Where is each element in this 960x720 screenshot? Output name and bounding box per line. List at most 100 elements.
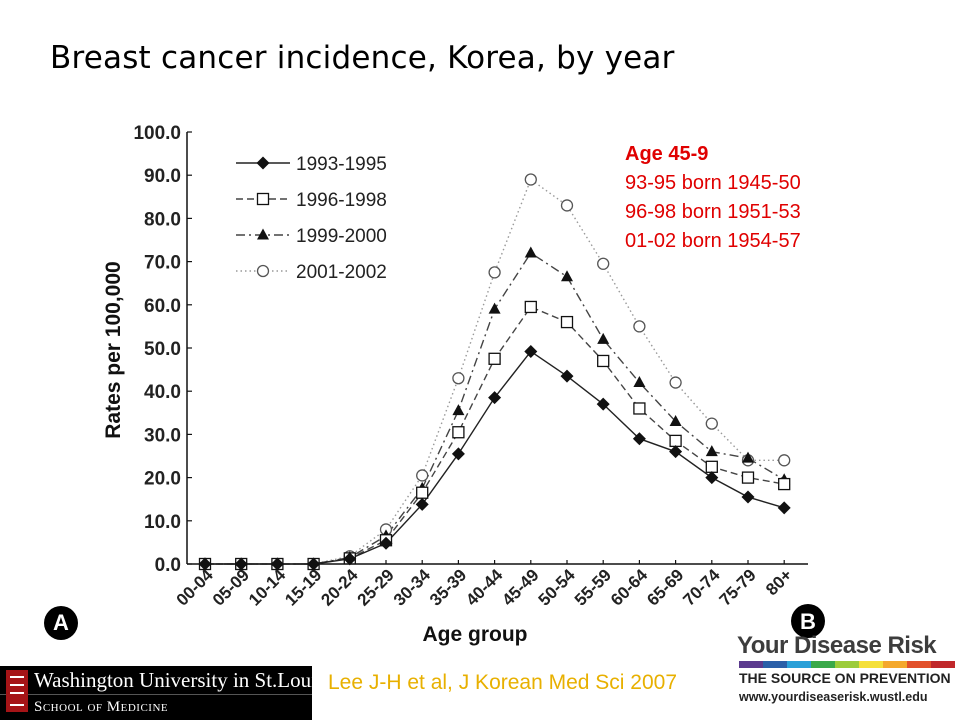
data-point — [524, 173, 537, 186]
y-tick-label: 70.0 — [144, 253, 181, 274]
x-tick-label: 25-29 — [354, 565, 398, 609]
data-point — [198, 557, 212, 571]
x-tick-label: 60-64 — [607, 565, 652, 610]
data-point — [705, 471, 719, 485]
legend-entry: 1999-2000 — [296, 226, 387, 247]
data-point — [597, 354, 610, 368]
y-tick-label: 30.0 — [144, 425, 181, 446]
y-axis-ticks: 0.0 10.0 20.0 30.0 40.0 50.0 60.0 70.0 80.0 90.0 1… — [133, 123, 192, 576]
legend-marker — [256, 192, 270, 206]
y-axis-label: Rates per 100,000 — [102, 261, 125, 438]
your-disease-risk-logo: Your Disease Risk THE SOURCE ON PREVENTI… — [737, 632, 959, 718]
legend-marker — [256, 264, 270, 278]
annotation-line: 93-95 born 1945-50 — [625, 172, 801, 194]
data-point — [524, 344, 538, 358]
data-point — [343, 552, 357, 566]
ydr-color-bar — [739, 661, 955, 668]
data-point — [524, 246, 537, 258]
x-tick-label: 35-39 — [426, 565, 470, 609]
data-point — [597, 257, 610, 270]
legend-entry: 1993-1995 — [296, 154, 387, 175]
series-line — [205, 178, 785, 565]
x-tick-label: 75-79 — [716, 565, 760, 609]
wustl-name: Washington University in St.Louis — [0, 666, 312, 694]
panel-label-a: A — [44, 606, 78, 640]
data-point — [488, 352, 501, 365]
x-axis-label: Age group — [423, 623, 528, 646]
data-point — [669, 376, 682, 389]
panel-label-b: B — [791, 604, 825, 638]
x-tick-label: 40-44 — [462, 565, 507, 610]
chart-axes — [186, 132, 808, 565]
x-tick-label: 80+ — [762, 565, 796, 599]
data-point — [560, 199, 574, 212]
data-point — [633, 376, 646, 388]
series-line — [205, 306, 785, 565]
x-tick-label: 55-59 — [571, 565, 615, 609]
x-tick-label: 50-54 — [535, 565, 580, 610]
x-tick-label: 70-74 — [679, 565, 724, 610]
data-point — [524, 300, 537, 314]
x-tick-label: 20-24 — [317, 565, 362, 610]
ydr-url: www.yourdiseaserisk.wustl.edu — [739, 690, 928, 704]
y-tick-label: 40.0 — [144, 382, 181, 403]
y-tick-label: 60.0 — [144, 296, 181, 317]
y-tick-label: 80.0 — [144, 209, 181, 230]
annotation-line: 01-02 born 1954-57 — [625, 230, 801, 252]
x-tick-label: 45-49 — [498, 565, 542, 609]
data-point — [488, 391, 502, 405]
data-point — [416, 469, 429, 482]
data-point — [778, 454, 791, 467]
data-point — [705, 460, 718, 473]
data-point — [561, 270, 573, 282]
annotation-line: 96-98 born 1951-53 — [625, 201, 801, 223]
data-point — [452, 372, 465, 385]
y-tick-label: 0.0 — [155, 555, 181, 576]
wustl-shield-icon — [6, 670, 28, 712]
data-point — [560, 315, 574, 329]
data-point — [560, 369, 574, 383]
data-point — [234, 557, 248, 571]
data-point — [452, 426, 465, 439]
wustl-logo: Washington University in St.Louis School… — [0, 666, 312, 720]
data-point — [742, 451, 754, 463]
series-line — [205, 251, 785, 565]
x-tick-label: 10-14 — [245, 565, 290, 610]
data-point — [669, 414, 682, 426]
data-point — [741, 471, 755, 484]
data-point — [597, 332, 610, 344]
citation: Lee J-H et al, J Korean Med Sci 2007 — [328, 671, 678, 694]
data-point — [596, 397, 610, 411]
data-point — [778, 477, 791, 491]
y-tick-label: 20.0 — [144, 469, 181, 490]
slide-title: Breast cancer incidence, Korea, by year — [50, 40, 675, 76]
data-point — [669, 434, 682, 448]
chart-legend: 1993-1995 1996-1998 1999-2000 2001-2002 — [236, 154, 387, 283]
data-point — [777, 501, 791, 515]
x-tick-label: 05-09 — [209, 565, 253, 609]
data-point — [633, 320, 646, 333]
y-tick-label: 90.0 — [144, 166, 181, 187]
y-tick-label: 10.0 — [144, 512, 181, 533]
data-point — [488, 302, 501, 314]
wustl-school: School of Medicine — [0, 694, 312, 720]
annotation-title: Age 45-9 — [625, 143, 709, 165]
data-point — [379, 536, 393, 550]
data-point — [633, 402, 646, 415]
data-point — [632, 432, 646, 446]
x-tick-label: 15-19 — [281, 565, 325, 609]
data-point — [270, 557, 284, 571]
data-point — [488, 266, 501, 279]
legend-marker — [256, 156, 270, 170]
y-tick-label: 50.0 — [144, 339, 181, 360]
x-axis-ticks: 00-0405-0910-1415-1920-2425-2930-3435-39… — [173, 560, 796, 610]
data-point — [705, 445, 718, 457]
data-point — [416, 486, 429, 499]
data-point — [741, 490, 755, 504]
ydr-title: Your Disease Risk — [737, 632, 937, 659]
legend-entry: 2001-2002 — [296, 262, 387, 283]
legend-entry: 1996-1998 — [296, 190, 387, 211]
data-point — [415, 497, 429, 511]
data-point — [669, 445, 683, 459]
